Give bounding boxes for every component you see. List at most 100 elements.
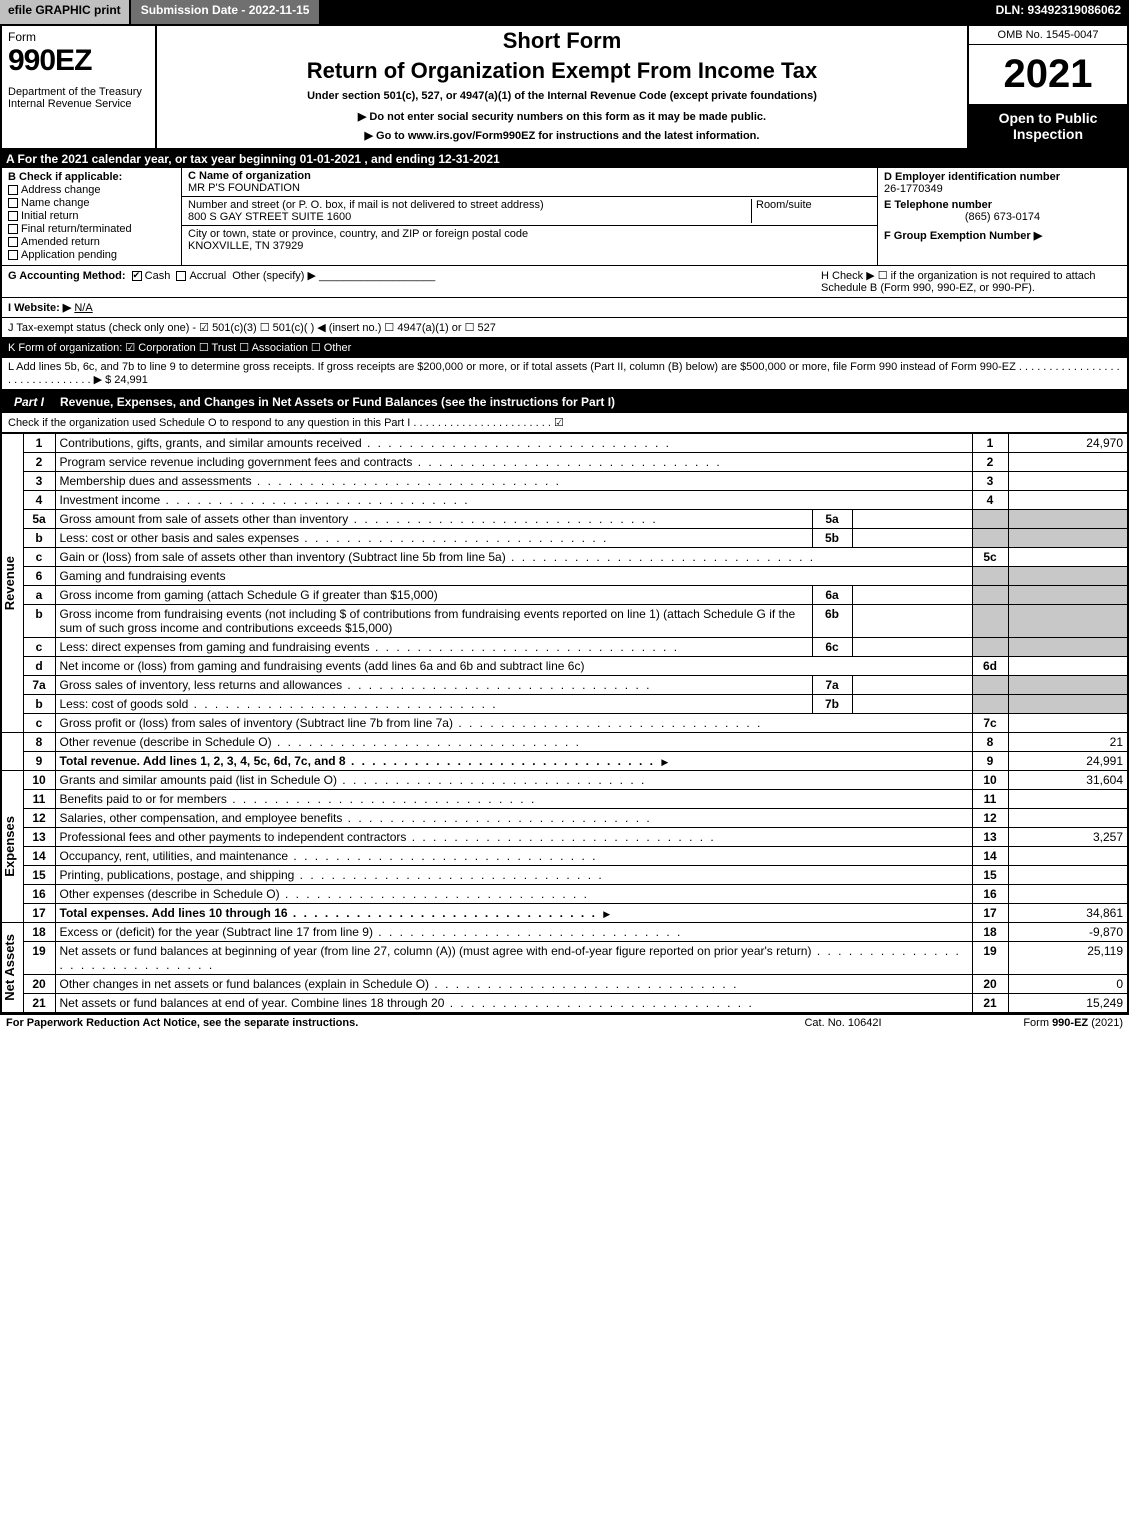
desc-14: Occupancy, rent, utilities, and maintena… [55,847,972,866]
ssn-warning: ▶ Do not enter social security numbers o… [165,110,959,123]
cat-no: Cat. No. 10642I [743,1017,943,1029]
chk-address-change[interactable]: Address change [8,184,175,196]
num-18: 18 [972,923,1008,942]
subval-5a [852,510,972,529]
amt-5a-shade [1008,510,1128,529]
ln-1: 1 [23,434,55,453]
num-5a-shade [972,510,1008,529]
desc-12: Salaries, other compensation, and employ… [55,809,972,828]
desc-3: Membership dues and assessments [55,472,972,491]
form-header: Form 990EZ Department of the Treasury In… [0,24,1129,150]
i-label: I Website: ▶ [8,302,71,314]
desc-11: Benefits paid to or for members [55,790,972,809]
num-6d: 6d [972,657,1008,676]
amt-1: 24,970 [1008,434,1128,453]
amt-7c [1008,714,1128,733]
ln-9: 9 [23,752,55,771]
sub-7a: 7a [812,676,852,695]
num-4: 4 [972,491,1008,510]
ln-6: 6 [23,567,55,586]
subval-5b [852,529,972,548]
desc-9: Total revenue. Add lines 1, 2, 3, 4, 5c,… [55,752,972,771]
section-a-tax-year: A For the 2021 calendar year, or tax yea… [0,150,1129,168]
open-to-public: Open to Public Inspection [969,104,1127,148]
section-d-e-f: D Employer identification number 26-1770… [877,168,1127,265]
ln-8: 8 [23,733,55,752]
ln-13: 13 [23,828,55,847]
form-ref: Form 990-EZ (2021) [943,1017,1123,1029]
amt-4 [1008,491,1128,510]
k-text: K Form of organization: ☑ Corporation ☐ … [8,341,1121,354]
short-form-title: Short Form [165,28,959,54]
ein-value: 26-1770349 [884,183,1121,195]
chk-initial-return[interactable]: Initial return [8,210,175,222]
num-7c: 7c [972,714,1008,733]
ln-16: 16 [23,885,55,904]
section-b-checkboxes: B Check if applicable: Address change Na… [2,168,182,265]
ln-6b: b [23,605,55,638]
under-section-text: Under section 501(c), 527, or 4947(a)(1)… [165,90,959,102]
amt-18: -9,870 [1008,923,1128,942]
num-2: 2 [972,453,1008,472]
desc-13: Professional fees and other payments to … [55,828,972,847]
part1-subtitle: Check if the organization used Schedule … [0,413,1129,433]
desc-6a: Gross income from gaming (attach Schedul… [55,586,812,605]
subval-7a [852,676,972,695]
ln-5b: b [23,529,55,548]
org-name: MR P'S FOUNDATION [188,182,300,194]
section-b-label: B Check if applicable: [8,171,175,183]
chk-amended-return[interactable]: Amended return [8,236,175,248]
amt-6d [1008,657,1128,676]
amt-19: 25,119 [1008,942,1128,975]
org-city: KNOXVILLE, TN 37929 [188,240,303,252]
section-c-org: C Name of organization MR P'S FOUNDATION… [182,168,877,265]
website-row: I Website: ▶ N/A [0,298,1129,318]
desc-7c: Gross profit or (loss) from sales of inv… [55,714,972,733]
num-11: 11 [972,790,1008,809]
num-17: 17 [972,904,1008,923]
desc-20: Other changes in net assets or fund bala… [55,975,972,994]
part1-header: Part I Revenue, Expenses, and Changes in… [0,391,1129,413]
c-city-label: City or town, state or province, country… [188,228,528,240]
section-h: H Check ▶ ☐ if the organization is not r… [821,269,1121,294]
expenses-label: Expenses [2,816,17,877]
num-20: 20 [972,975,1008,994]
sub-7b: 7b [812,695,852,714]
num-14: 14 [972,847,1008,866]
chk-name-change[interactable]: Name change [8,197,175,209]
num-8: 8 [972,733,1008,752]
ln-6c: c [23,638,55,657]
desc-19: Net assets or fund balances at beginning… [55,942,972,975]
sub-6b: 6b [812,605,852,638]
efile-print-tab[interactable]: efile GRAPHIC print [0,0,131,24]
netassets-label: Net Assets [2,934,17,1001]
chk-final-return[interactable]: Final return/terminated [8,223,175,235]
num-9: 9 [972,752,1008,771]
desc-1: Contributions, gifts, grants, and simila… [55,434,972,453]
goto-link[interactable]: ▶ Go to www.irs.gov/Form990EZ for instru… [165,129,959,142]
group-exemption-label: F Group Exemption Number ▶ [884,229,1121,242]
ln-17: 17 [23,904,55,923]
c-street-label: Number and street (or P. O. box, if mail… [188,199,544,211]
revenue-label: Revenue [2,556,17,610]
desc-21: Net assets or fund balances at end of ye… [55,994,972,1013]
amt-10: 31,604 [1008,771,1128,790]
amt-5c [1008,548,1128,567]
subval-6c [852,638,972,657]
ln-18: 18 [23,923,55,942]
chk-accrual[interactable] [176,271,186,281]
desc-5b: Less: cost or other basis and sales expe… [55,529,812,548]
chk-cash[interactable] [132,271,142,281]
desc-6d: Net income or (loss) from gaming and fun… [55,657,972,676]
desc-7b: Less: cost of goods sold [55,695,812,714]
subval-7b [852,695,972,714]
ln-7c: c [23,714,55,733]
desc-2: Program service revenue including govern… [55,453,972,472]
desc-16: Other expenses (describe in Schedule O) [55,885,972,904]
subval-6b [852,605,972,638]
desc-6c: Less: direct expenses from gaming and fu… [55,638,812,657]
form-word: Form [8,30,149,44]
chk-application-pending[interactable]: Application pending [8,249,175,261]
num-19: 19 [972,942,1008,975]
ln-7b: b [23,695,55,714]
